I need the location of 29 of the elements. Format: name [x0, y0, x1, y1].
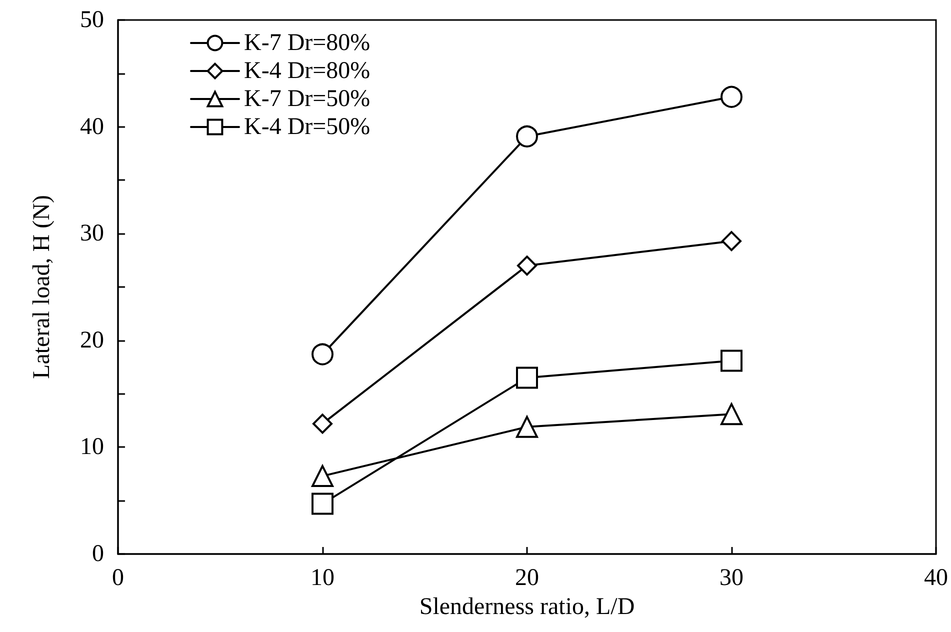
x-tick-label: 0 — [112, 565, 124, 591]
y-tick-label: 30 — [80, 220, 104, 247]
point — [516, 416, 538, 438]
point — [312, 492, 334, 515]
point — [720, 86, 742, 108]
y-tick-label: 0 — [92, 541, 104, 567]
legend-label: K-4 Dr=50% — [244, 114, 370, 140]
y-tick-label: 20 — [80, 327, 104, 354]
x-tick-label: 40 — [924, 565, 948, 591]
legend-label: K-7 Dr=50% — [244, 86, 370, 112]
point — [720, 403, 742, 426]
point — [516, 125, 538, 148]
y-tick-label: 40 — [80, 114, 104, 140]
x-axis-title: Slenderness ratio, L/D — [419, 594, 635, 620]
y-tick-label: 50 — [80, 7, 104, 33]
point — [720, 350, 742, 372]
x-tick-label: 10 — [310, 565, 334, 591]
point — [312, 414, 332, 434]
point — [722, 231, 742, 252]
point — [312, 465, 334, 488]
legend-label: K-4 Dr=80% — [244, 58, 370, 84]
point — [517, 256, 537, 276]
y-tick-label: 10 — [80, 434, 104, 460]
point — [312, 343, 334, 366]
point — [516, 366, 538, 389]
legend-label: K-7 Dr=80% — [244, 30, 370, 56]
y-axis-title: Lateral load, H (N) — [29, 195, 55, 379]
x-tick-label: 20 — [515, 565, 539, 591]
x-tick-label: 30 — [720, 565, 744, 591]
